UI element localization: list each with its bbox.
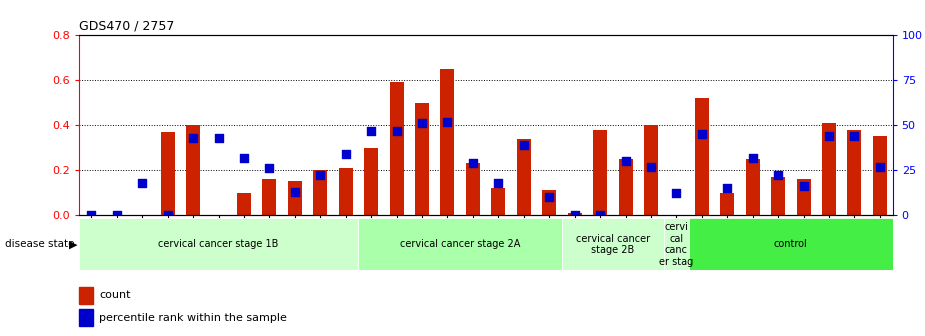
- Point: [720, 185, 734, 191]
- Bar: [415, 103, 429, 215]
- Bar: [664, 218, 689, 270]
- Point: [288, 189, 302, 194]
- Bar: [568, 213, 582, 215]
- Bar: [689, 218, 893, 270]
- Bar: [593, 130, 607, 215]
- Point: [847, 133, 862, 139]
- Bar: [263, 179, 277, 215]
- Point: [135, 180, 150, 185]
- Text: ▶: ▶: [69, 240, 78, 249]
- Text: cervical cancer stage 2A: cervical cancer stage 2A: [400, 240, 521, 249]
- Point: [364, 128, 378, 133]
- Bar: [186, 125, 200, 215]
- Point: [211, 135, 226, 140]
- Point: [669, 191, 684, 196]
- Bar: [619, 159, 633, 215]
- Point: [796, 183, 811, 189]
- Bar: [359, 218, 562, 270]
- Bar: [517, 139, 531, 215]
- Bar: [796, 179, 810, 215]
- Bar: [746, 159, 759, 215]
- Bar: [237, 193, 251, 215]
- Point: [491, 180, 506, 185]
- Bar: [822, 123, 836, 215]
- Bar: [771, 177, 785, 215]
- Point: [593, 212, 608, 218]
- Point: [821, 133, 836, 139]
- Point: [644, 164, 659, 169]
- Point: [746, 155, 760, 160]
- Bar: [695, 98, 709, 215]
- Bar: [389, 82, 403, 215]
- Point: [186, 135, 201, 140]
- Point: [440, 119, 455, 124]
- Point: [109, 212, 124, 218]
- Bar: [364, 148, 378, 215]
- Bar: [79, 309, 93, 326]
- Bar: [79, 287, 93, 304]
- Bar: [79, 218, 359, 270]
- Text: disease state: disease state: [5, 240, 74, 249]
- Point: [542, 194, 557, 200]
- Text: percentile rank within the sample: percentile rank within the sample: [99, 312, 287, 323]
- Bar: [314, 170, 327, 215]
- Text: cervical cancer stage 1B: cervical cancer stage 1B: [158, 240, 278, 249]
- Point: [414, 121, 429, 126]
- Point: [618, 159, 633, 164]
- Text: control: control: [774, 240, 808, 249]
- Text: cervical cancer
stage 2B: cervical cancer stage 2B: [575, 234, 650, 255]
- Bar: [491, 188, 505, 215]
- Bar: [466, 163, 480, 215]
- Bar: [847, 130, 861, 215]
- Point: [237, 155, 252, 160]
- Bar: [440, 69, 454, 215]
- Point: [695, 131, 709, 137]
- Text: count: count: [99, 290, 130, 300]
- Point: [465, 160, 480, 166]
- Point: [771, 173, 785, 178]
- Bar: [721, 193, 734, 215]
- Point: [872, 164, 887, 169]
- Point: [567, 212, 582, 218]
- Point: [389, 128, 404, 133]
- Bar: [542, 190, 556, 215]
- Bar: [339, 168, 352, 215]
- Bar: [644, 125, 658, 215]
- Text: cervi
cal
canc
er stag: cervi cal canc er stag: [660, 222, 694, 267]
- Bar: [161, 132, 175, 215]
- Point: [160, 212, 175, 218]
- Bar: [873, 136, 887, 215]
- Point: [313, 173, 327, 178]
- Bar: [562, 218, 664, 270]
- Point: [516, 142, 531, 148]
- Point: [339, 151, 353, 157]
- Point: [262, 166, 277, 171]
- Text: GDS470 / 2757: GDS470 / 2757: [79, 20, 174, 33]
- Bar: [288, 181, 302, 215]
- Point: [84, 212, 99, 218]
